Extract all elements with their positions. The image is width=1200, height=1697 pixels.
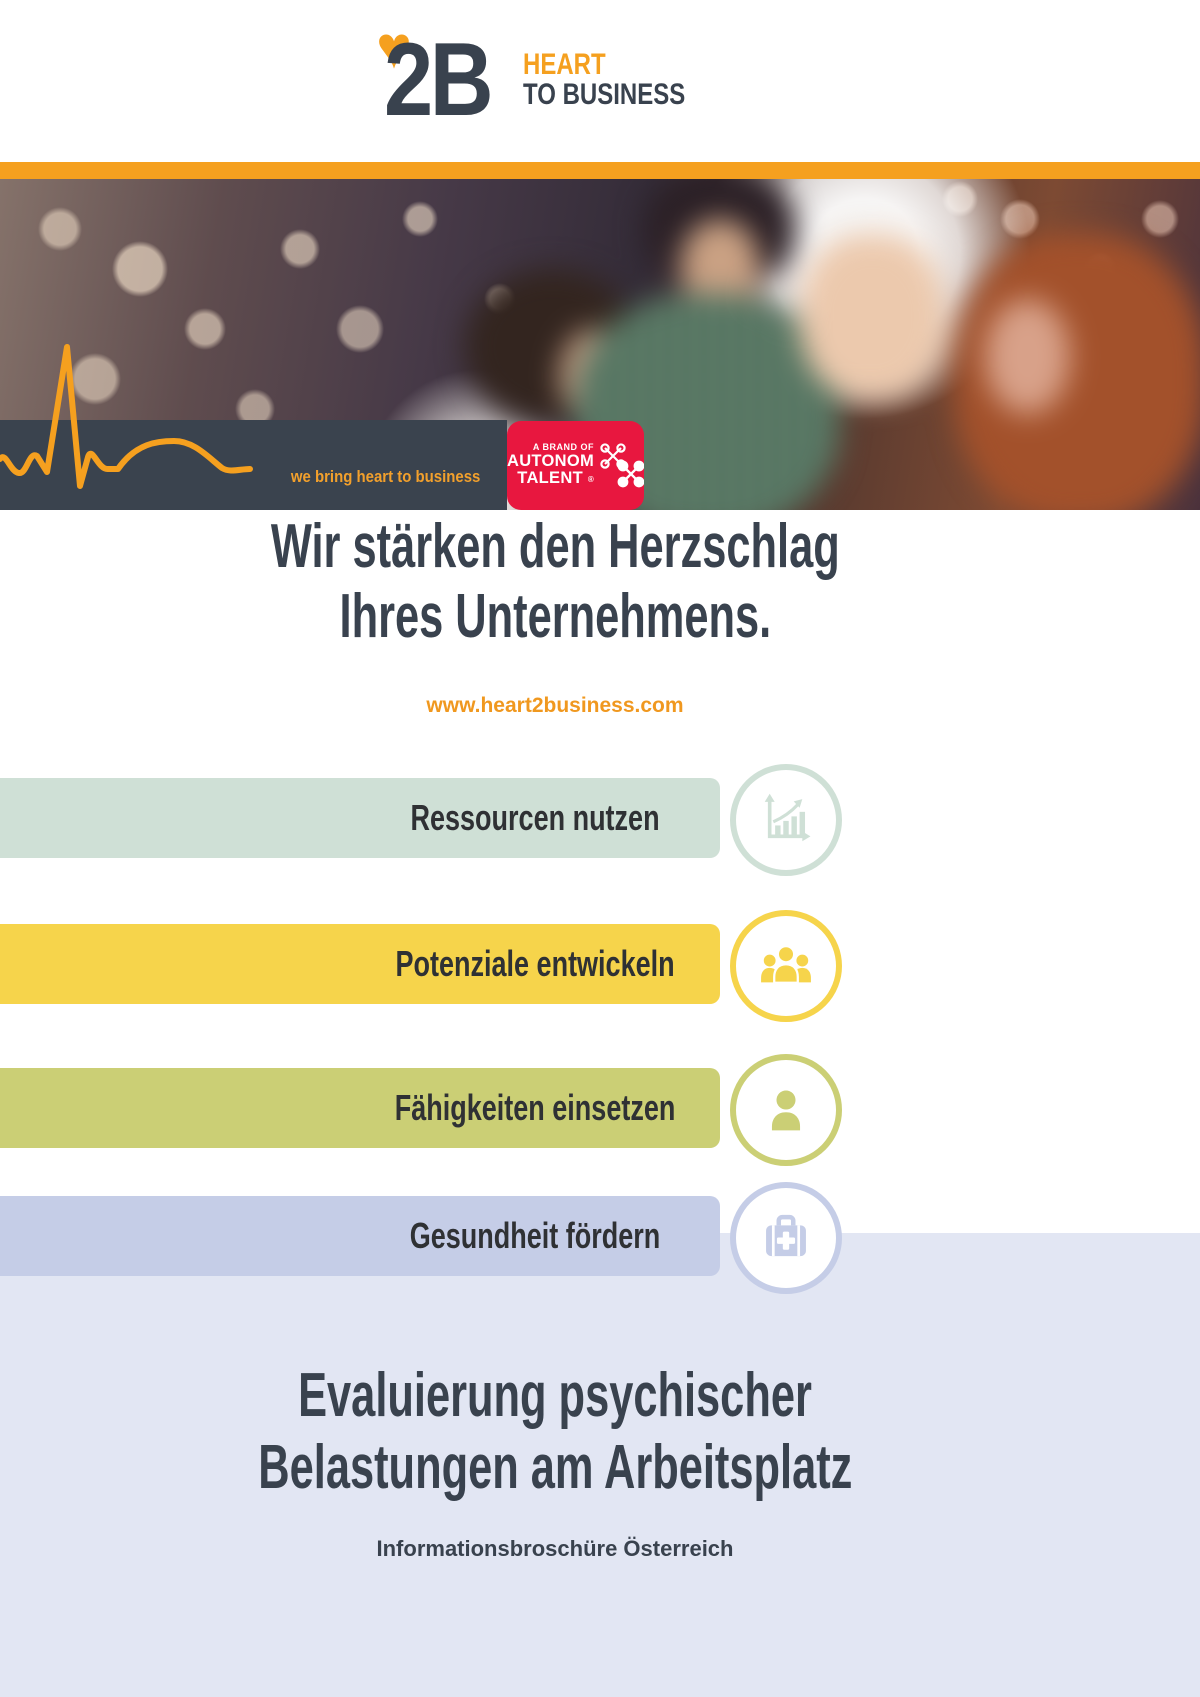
- badge-small-text: A BRAND OF: [532, 441, 595, 452]
- main-heading: Wir stärken den Herzschlag Ihres Unterne…: [0, 512, 1110, 652]
- accent-divider: [0, 162, 1200, 179]
- feature-bar-label: Gesundheit fördern: [409, 1215, 661, 1256]
- feature-bar-ressourcen: Ressourcen nutzen: [0, 764, 842, 876]
- growth-chart-icon: [764, 793, 811, 842]
- heart-icon: ♥: [376, 14, 412, 81]
- logo-mark-text: 2B: [384, 22, 494, 138]
- feature-icon-circle: [730, 910, 842, 1022]
- feature-bar-faehigkeiten: Fähigkeiten einsetzen: [0, 1054, 842, 1166]
- main-heading-line1: Wir stärken den Herzschlag: [270, 512, 840, 581]
- registered-trademark-symbol: ®: [587, 475, 595, 485]
- brand-badge: A BRAND OF AUTONOM TALENT ®: [507, 421, 644, 510]
- logo-wordmark: HEART TO BUSINESS: [523, 34, 726, 110]
- person-icon: [771, 1090, 801, 1131]
- footer-subtitle: Informationsbroschüre Österreich: [376, 1536, 734, 1561]
- badge-name-line1: AUTONOM: [507, 451, 595, 470]
- logo-word-heart: HEART: [523, 48, 606, 81]
- footer-heading-line1: Evaluierung psychischer: [298, 1361, 812, 1430]
- feature-icon-circle: [730, 764, 842, 876]
- feature-bar-label: Ressourcen nutzen: [410, 797, 660, 838]
- logo: ♥ 2B HEART TO BUSINESS: [0, 18, 1110, 138]
- molecule-icon: [600, 442, 644, 487]
- badge-name-line2: TALENT: [517, 469, 583, 488]
- feature-bar-label: Potenziale entwickeln: [395, 943, 675, 984]
- feature-bar-label: Fähigkeiten einsetzen: [394, 1087, 676, 1128]
- website-link[interactable]: www.heart2business.com: [426, 694, 684, 717]
- people-group-icon: [761, 944, 811, 984]
- tagline-text: we bring heart to business: [290, 467, 480, 486]
- footer-heading-line2: Belastungen am Arbeitsplatz: [257, 1433, 853, 1502]
- first-aid-bag-icon: [766, 1214, 806, 1257]
- feature-icon-circle: [730, 1182, 842, 1294]
- footer-heading: Evaluierung psychischer Belastungen am A…: [0, 1360, 1110, 1504]
- main-heading-line2: Ihres Unternehmens.: [339, 582, 771, 651]
- brand-badge-text: A BRAND OF AUTONOM TALENT ®: [507, 441, 595, 488]
- logo-mark: ♥ 2B: [376, 18, 509, 138]
- feature-icon-circle: [730, 1054, 842, 1166]
- logo-word-to-business: TO BUSINESS: [523, 78, 686, 111]
- feature-bar-potenziale: Potenziale entwickeln: [0, 910, 842, 1022]
- footer-panel: [0, 1233, 1200, 1697]
- feature-bar-gesundheit: Gesundheit fördern: [0, 1182, 842, 1294]
- hero-photo: we bring heart to business A BRAND OF AU…: [0, 179, 1200, 510]
- heartbeat-line-icon: [0, 344, 253, 489]
